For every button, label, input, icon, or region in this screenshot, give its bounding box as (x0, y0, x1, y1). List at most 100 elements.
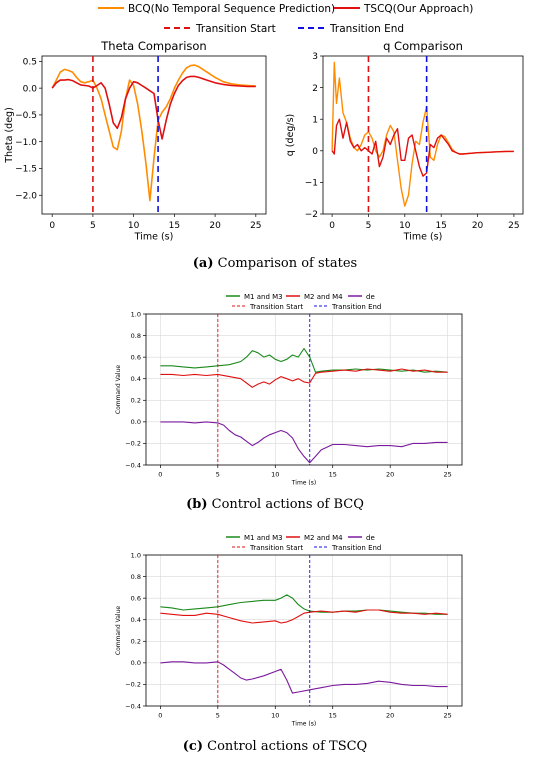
bcq-legend-label-m2m4: M2 and M4 (304, 293, 343, 301)
chart-bcq_actions: 0 5 10 15 20 25 1.0 0.8 0.6 0.4 0.2 0.0 −0.2 −0.4 Time… (115, 310, 463, 487)
x-tick-label: 5 (216, 712, 220, 720)
x-tick-label: 25 (250, 221, 261, 231)
x-tick-label: 20 (209, 221, 221, 231)
y-axis-label: Command Value (115, 365, 122, 415)
axes-frame (41, 55, 267, 215)
x-tick-label: 20 (472, 221, 484, 231)
x-tick-label: 25 (508, 221, 519, 231)
y-tick-label: 0.0 (131, 659, 141, 667)
axes-frame (322, 55, 524, 215)
x-axis-label: Time (s) (291, 721, 316, 728)
series-line-m1-and-m3 (160, 347, 448, 373)
x-tick-label: 10 (399, 221, 411, 231)
tscq-legend-label-transition-end: Transition End (331, 544, 381, 552)
tscq-legend: M1 and M3 M2 and M4 de Transition Start … (226, 534, 381, 552)
y-tick-label: 0.5 (23, 58, 37, 68)
x-tick-label: 0 (158, 712, 162, 720)
caption-c-text: Control actions of TSCQ (203, 739, 367, 754)
y-tick-label: 0.6 (131, 594, 141, 602)
y-tick-label: −0.5 (15, 111, 37, 121)
caption-a-text: Comparison of states (214, 256, 358, 271)
x-axis-label: Time (s) (403, 232, 443, 243)
y-tick-label: 0.0 (23, 84, 38, 94)
x-tick-label: 15 (329, 471, 337, 479)
x-tick-label: 10 (271, 471, 279, 479)
bcq-legend-label-transition-start: Transition Start (249, 303, 303, 311)
chart-tscq_actions: 0 5 10 15 20 25 1.0 0.8 0.6 0.4 0.2 0.0 −0.2 −0.4 Time… (115, 551, 463, 728)
caption-a: (a) Comparison of states (193, 256, 357, 271)
x-tick-label: 5 (216, 471, 220, 479)
series-line-m1-and-m3 (160, 594, 448, 615)
x-tick-label: 25 (443, 712, 451, 720)
y-tick-label: 1.0 (131, 310, 141, 318)
x-axis-label: Time (s) (134, 232, 174, 243)
tscq-legend-label-m2m4: M2 and M4 (304, 534, 343, 542)
series-line-de (160, 421, 448, 464)
y-tick-label: 0.8 (131, 573, 141, 581)
caption-c-tag: (c) (183, 739, 203, 754)
y-tick-label: 0.2 (131, 638, 141, 646)
y-tick-label: 0.4 (131, 375, 141, 383)
axes-frame (145, 313, 463, 466)
series-line-bcq-no-temporal-sequence-prediction- (51, 64, 256, 202)
series-line-tscq-our-approach- (331, 118, 514, 177)
y-tick-label: −0.2 (125, 681, 141, 689)
series-line-tscq-our-approach- (51, 75, 256, 140)
caption-b-text: Control actions of BCQ (207, 497, 363, 512)
x-tick-label: 15 (169, 221, 180, 231)
y-tick-label: −1.0 (15, 138, 37, 148)
x-tick-label: 10 (271, 712, 279, 720)
y-tick-label: 0.0 (131, 418, 141, 426)
caption-a-tag: (a) (193, 256, 214, 271)
tscq-legend-label-m1m3: M1 and M3 (244, 534, 283, 542)
tscq-legend-label-de: de (366, 534, 375, 542)
y-tick-label: −2.0 (15, 191, 37, 201)
chart-title: q Comparison (383, 39, 463, 53)
chart-title: Theta Comparison (100, 39, 206, 53)
y-tick-label: −2 (305, 210, 318, 220)
top-legend: BCQ(No Temporal Sequence Prediction) TSC… (98, 3, 473, 35)
series-line-m2-and-m4 (160, 609, 448, 624)
x-tick-label: 20 (386, 471, 394, 479)
y-tick-label: 3 (312, 52, 318, 62)
y-tick-label: −1 (305, 179, 318, 189)
y-tick-label: 0 (312, 147, 318, 157)
y-tick-label: −0.4 (125, 461, 141, 469)
x-tick-label: 5 (366, 221, 372, 231)
y-tick-label: −1.5 (15, 165, 37, 175)
x-tick-label: 0 (329, 221, 335, 231)
axes-frame (145, 554, 463, 707)
series-line-de (160, 661, 448, 694)
y-axis-label: Command Value (115, 606, 122, 656)
x-axis-label: Time (s) (291, 480, 316, 487)
y-tick-label: 0.8 (131, 332, 141, 340)
y-axis-label: Theta (deg) (4, 107, 15, 164)
y-axis-label: q (deg/s) (285, 114, 296, 157)
bcq-legend-label-de: de (366, 293, 375, 301)
y-tick-label: −0.2 (125, 440, 141, 448)
bcq-legend: M1 and M3 M2 and M4 de Transition Start … (226, 293, 381, 311)
y-tick-label: 0.4 (131, 616, 141, 624)
x-tick-label: 25 (443, 471, 451, 479)
caption-c: (c) Control actions of TSCQ (183, 739, 367, 754)
x-tick-label: 15 (435, 221, 446, 231)
y-tick-label: 0.2 (131, 397, 141, 405)
y-tick-label: 0.6 (131, 353, 141, 361)
series-line-bcq-no-temporal-sequence-prediction- (331, 61, 514, 207)
series-line-m2-and-m4 (160, 368, 448, 388)
tscq-legend-label-transition-start: Transition Start (249, 544, 303, 552)
legend-label-transition-start: Transition Start (195, 23, 276, 35)
legend-label-tscq: TSCQ(Our Approach) (363, 3, 473, 15)
bcq-legend-label-transition-end: Transition End (331, 303, 381, 311)
legend-label-bcq: BCQ(No Temporal Sequence Prediction) (128, 3, 335, 15)
x-tick-label: 20 (386, 712, 394, 720)
y-tick-label: 1.0 (131, 551, 141, 559)
chart-theta: 0 5 10 15 20 25 0.5 0.0 −0.5 −1.0 −1.5 −2.0 Theta Co… (4, 39, 267, 243)
x-tick-label: 0 (49, 221, 55, 231)
y-tick-label: 2 (312, 84, 318, 94)
x-tick-label: 5 (90, 221, 96, 231)
x-tick-label: 0 (158, 471, 162, 479)
